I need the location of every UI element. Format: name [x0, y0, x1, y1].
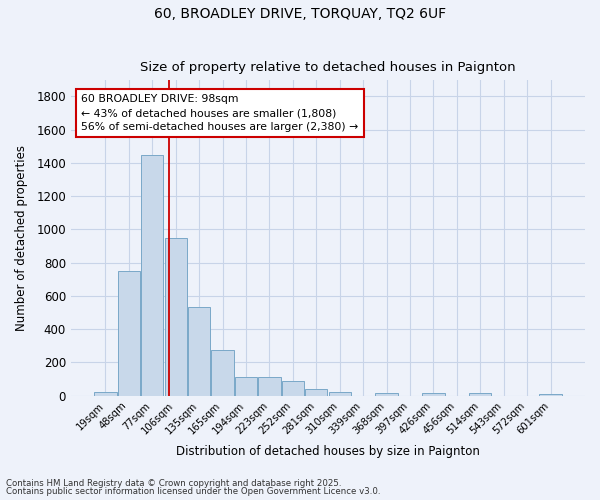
Bar	[469, 393, 491, 396]
Bar	[305, 389, 328, 396]
Text: 60 BROADLEY DRIVE: 98sqm
← 43% of detached houses are smaller (1,808)
56% of sem: 60 BROADLEY DRIVE: 98sqm ← 43% of detach…	[81, 94, 358, 132]
Bar	[258, 377, 281, 396]
Bar	[235, 377, 257, 396]
Bar	[329, 392, 351, 396]
Bar	[282, 380, 304, 396]
Bar	[94, 392, 116, 396]
Text: 60, BROADLEY DRIVE, TORQUAY, TQ2 6UF: 60, BROADLEY DRIVE, TORQUAY, TQ2 6UF	[154, 8, 446, 22]
Bar	[211, 350, 233, 396]
Bar	[188, 306, 210, 396]
Text: Contains public sector information licensed under the Open Government Licence v3: Contains public sector information licen…	[6, 487, 380, 496]
Bar	[164, 238, 187, 396]
Bar	[141, 156, 163, 396]
Bar	[422, 393, 445, 396]
Text: Contains HM Land Registry data © Crown copyright and database right 2025.: Contains HM Land Registry data © Crown c…	[6, 478, 341, 488]
Y-axis label: Number of detached properties: Number of detached properties	[15, 145, 28, 331]
Bar	[539, 394, 562, 396]
Bar	[376, 393, 398, 396]
Bar	[118, 272, 140, 396]
Title: Size of property relative to detached houses in Paignton: Size of property relative to detached ho…	[140, 62, 516, 74]
X-axis label: Distribution of detached houses by size in Paignton: Distribution of detached houses by size …	[176, 444, 480, 458]
